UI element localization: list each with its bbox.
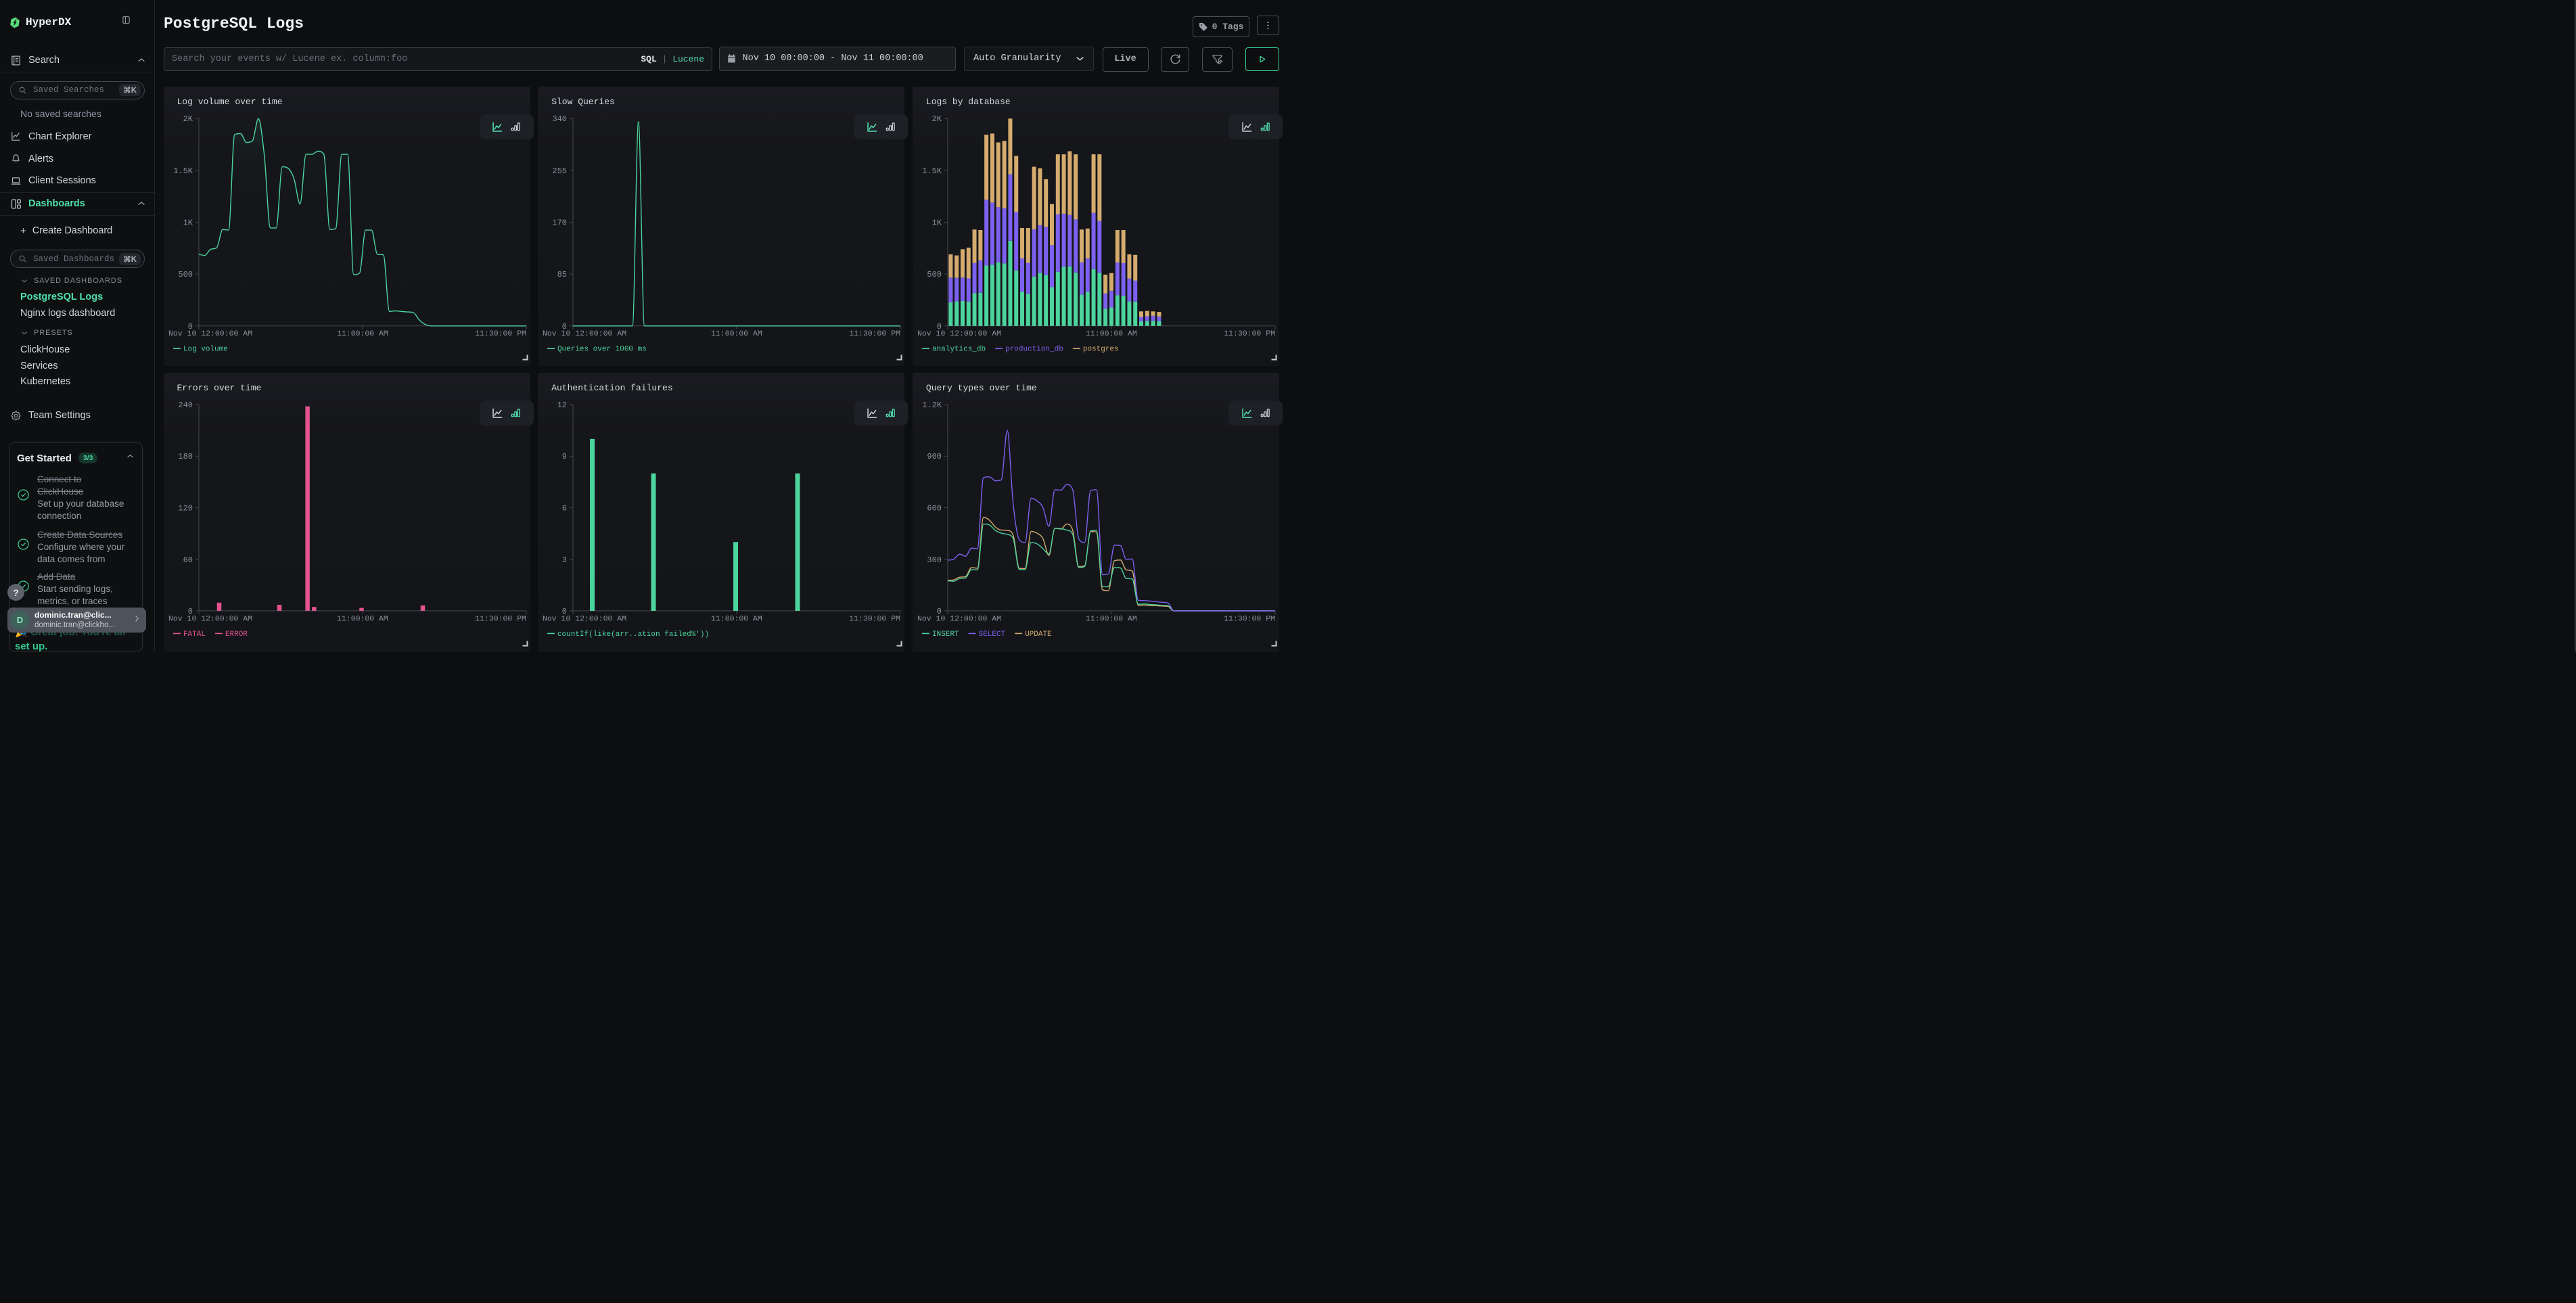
svg-text:1.5K: 1.5K	[922, 166, 942, 176]
svg-text:postgres: postgres	[1083, 346, 1119, 354]
svg-text:0: 0	[562, 607, 567, 616]
svg-text:120: 120	[178, 504, 193, 513]
svg-text:11:00:00 AM: 11:00:00 AM	[337, 329, 388, 338]
svg-text:11:30:00 PM: 11:30:00 PM	[849, 615, 900, 624]
svg-text:11:00:00 AM: 11:00:00 AM	[1086, 329, 1137, 338]
svg-text:6: 6	[562, 504, 567, 513]
svg-text:Nov 10 12:00:00 AM: Nov 10 12:00:00 AM	[917, 615, 1001, 624]
svg-text:Nov 10 12:00:00 AM: Nov 10 12:00:00 AM	[168, 615, 252, 624]
svg-text:1K: 1K	[183, 218, 193, 227]
svg-text:1.5K: 1.5K	[173, 166, 193, 176]
svg-text:UPDATE: UPDATE	[1025, 631, 1052, 639]
svg-text:Nov 10 12:00:00 AM: Nov 10 12:00:00 AM	[168, 329, 252, 338]
svg-text:300: 300	[927, 555, 942, 565]
svg-text:900: 900	[927, 452, 942, 461]
svg-text:12: 12	[557, 401, 567, 410]
svg-text:Queries over 1000 ms: Queries over 1000 ms	[557, 346, 647, 354]
svg-text:60: 60	[183, 555, 192, 565]
svg-text:9: 9	[562, 452, 567, 461]
svg-text:180: 180	[178, 452, 193, 461]
svg-text:Nov 10 12:00:00 AM: Nov 10 12:00:00 AM	[543, 329, 626, 338]
svg-text:0: 0	[937, 322, 942, 332]
svg-text:1.2K: 1.2K	[922, 401, 942, 410]
svg-text:SELECT: SELECT	[978, 631, 1005, 639]
svg-text:85: 85	[557, 270, 567, 279]
svg-text:0: 0	[937, 607, 942, 616]
svg-text:240: 240	[178, 401, 193, 410]
svg-text:255: 255	[553, 166, 568, 176]
svg-text:3: 3	[562, 555, 567, 565]
svg-text:11:00:00 AM: 11:00:00 AM	[1086, 615, 1137, 624]
svg-text:countIf(like(arr..ation failed: countIf(like(arr..ation failed%'))	[557, 631, 709, 639]
svg-text:2K: 2K	[932, 114, 942, 124]
svg-text:11:00:00 AM: 11:00:00 AM	[711, 329, 762, 338]
svg-text:Log volume: Log volume	[183, 346, 227, 354]
svg-text:1K: 1K	[932, 218, 942, 227]
svg-text:11:30:00 PM: 11:30:00 PM	[475, 615, 526, 624]
svg-text:0: 0	[187, 322, 192, 332]
svg-text:11:00:00 AM: 11:00:00 AM	[711, 615, 762, 624]
svg-text:11:00:00 AM: 11:00:00 AM	[337, 615, 388, 624]
svg-text:Nov 10 12:00:00 AM: Nov 10 12:00:00 AM	[543, 615, 626, 624]
svg-text:analytics_db: analytics_db	[932, 346, 986, 354]
svg-text:170: 170	[553, 218, 568, 227]
svg-text:INSERT: INSERT	[932, 631, 959, 639]
svg-text:500: 500	[178, 270, 193, 279]
svg-text:Nov 10 12:00:00 AM: Nov 10 12:00:00 AM	[917, 329, 1001, 338]
svg-text:2K: 2K	[183, 114, 193, 124]
svg-text:600: 600	[927, 504, 942, 513]
svg-text:0: 0	[562, 322, 567, 332]
svg-text:11:30:00 PM: 11:30:00 PM	[849, 329, 900, 338]
svg-text:0: 0	[187, 607, 192, 616]
svg-text:500: 500	[927, 270, 942, 279]
svg-text:ERROR: ERROR	[225, 631, 247, 639]
svg-text:FATAL: FATAL	[183, 631, 205, 639]
svg-text:11:30:00 PM: 11:30:00 PM	[1224, 615, 1275, 624]
svg-text:11:30:00 PM: 11:30:00 PM	[475, 329, 526, 338]
svg-text:11:30:00 PM: 11:30:00 PM	[1224, 329, 1275, 338]
svg-text:production_db: production_db	[1005, 346, 1063, 354]
svg-text:340: 340	[553, 114, 568, 124]
